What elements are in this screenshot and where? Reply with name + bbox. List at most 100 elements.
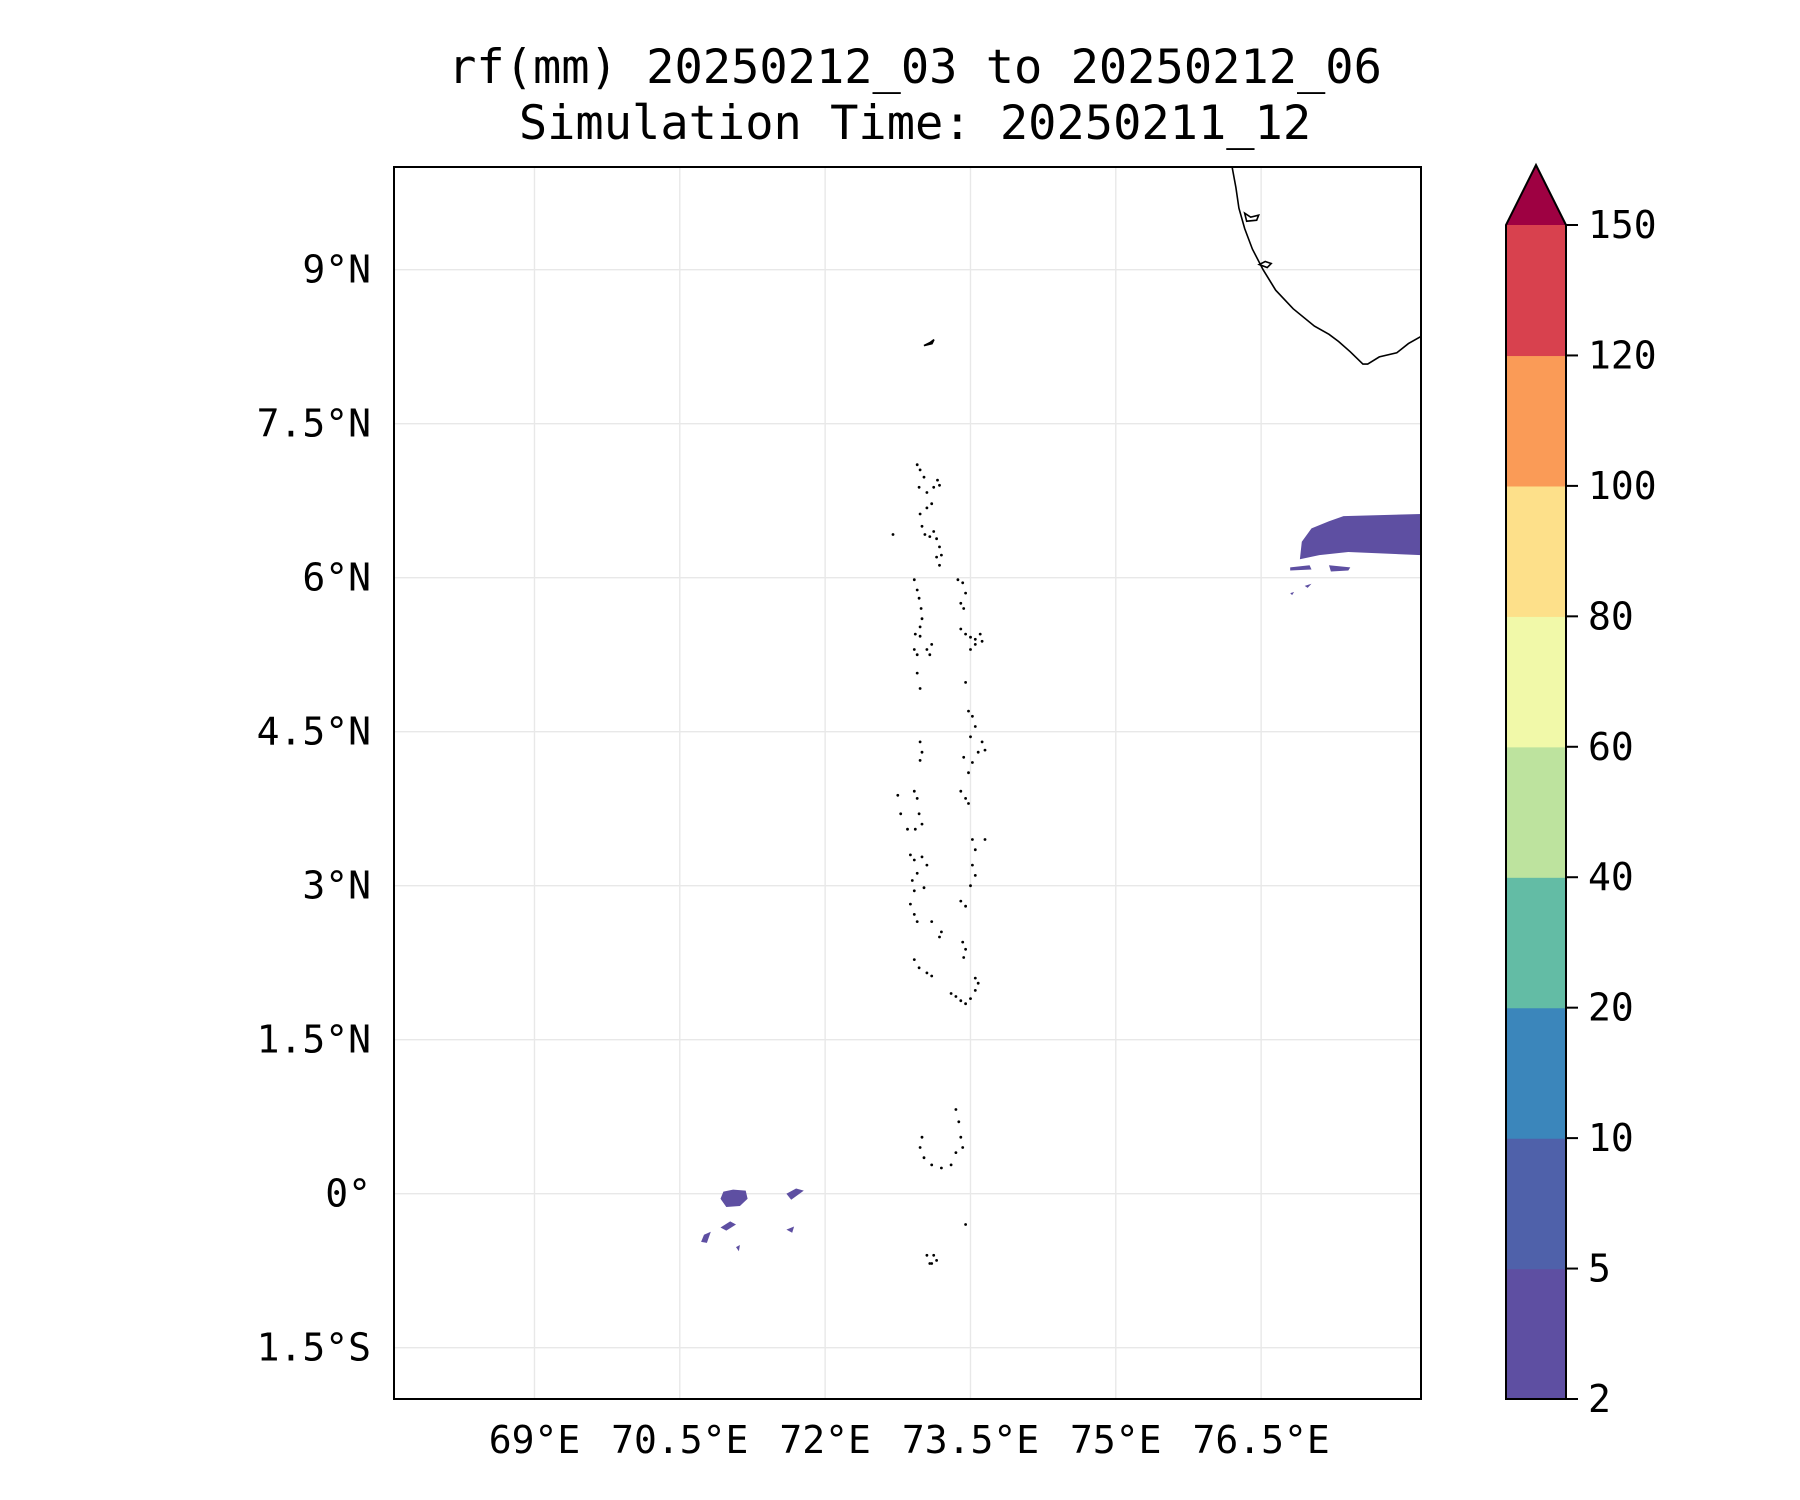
- atoll-dot: [915, 671, 919, 675]
- colorbar-segment: [1506, 616, 1566, 748]
- atoll-dot: [912, 578, 916, 582]
- atoll-dot: [896, 793, 900, 797]
- atoll-dot: [923, 533, 927, 536]
- atoll-dot: [930, 502, 934, 506]
- rain-patch-west: [701, 1231, 711, 1243]
- colorbar-segment: [1506, 225, 1566, 357]
- chart-title-line2: Simulation Time: 20250211_12: [519, 96, 1311, 151]
- rain-patch-west: [720, 1221, 736, 1231]
- maldives-atolls: [891, 463, 987, 1265]
- atoll-dot: [920, 617, 924, 621]
- atoll-dot: [964, 632, 967, 636]
- atoll-dot: [910, 879, 914, 882]
- atoll-dot: [983, 748, 987, 752]
- coast-inlet: [1257, 260, 1273, 269]
- atoll-dot: [971, 761, 974, 764]
- atoll-dot: [973, 976, 977, 980]
- atoll-dot: [922, 475, 926, 479]
- atoll-dot: [918, 740, 922, 744]
- atoll-dot: [899, 812, 903, 816]
- x-axis-ticks: 69°E 70.5°E 72°E 73.5°E 75°E 76.5°E: [489, 1418, 1330, 1462]
- atoll-dot: [932, 530, 936, 533]
- rain-patch-east-strip: [1329, 565, 1351, 572]
- colorbar-segment: [1506, 877, 1566, 1009]
- y-tick-label: 7.5°N: [257, 402, 371, 446]
- atoll-dot: [938, 935, 941, 939]
- atoll-dot: [973, 848, 977, 852]
- x-tick-label: 76.5°E: [1192, 1418, 1329, 1462]
- colorbar-segment: [1506, 355, 1566, 487]
- atoll-dot: [925, 971, 929, 975]
- atoll-dot: [967, 709, 970, 713]
- atoll-dot: [971, 714, 974, 718]
- atoll-dot: [915, 588, 919, 592]
- graticule: [394, 167, 1421, 1399]
- atoll-dot: [961, 581, 965, 585]
- atoll-dot: [928, 653, 932, 657]
- atoll-dot: [938, 545, 941, 549]
- atoll-dot: [954, 995, 958, 998]
- atoll-dot: [964, 591, 967, 595]
- coast-inlet: [1243, 211, 1260, 223]
- rain-patch-west: [736, 1245, 740, 1252]
- atoll-dot: [969, 997, 972, 1000]
- x-tick-label: 70.5°E: [611, 1418, 748, 1462]
- atoll-dot: [920, 750, 924, 754]
- colorbar-tick-label: 150: [1588, 203, 1657, 247]
- atoll-dot: [973, 725, 977, 728]
- colorbar-extend-max: [1506, 165, 1566, 225]
- x-tick-label: 73.5°E: [902, 1418, 1039, 1462]
- rain-patch-east-fleck: [1290, 592, 1295, 596]
- atoll-dot: [969, 884, 972, 888]
- atoll-dot: [925, 1253, 929, 1257]
- atoll-dot: [940, 553, 943, 557]
- y-tick-label: 0°: [325, 1172, 371, 1216]
- atoll-dot: [918, 759, 922, 762]
- atoll-dot: [913, 632, 917, 636]
- atoll-dot: [917, 812, 921, 816]
- colorbar-segment: [1506, 746, 1566, 878]
- atoll-dot: [932, 1253, 936, 1257]
- atoll-dot: [949, 1163, 953, 1167]
- atoll-dot: [930, 1163, 934, 1167]
- colorbar-outline: [1505, 162, 1567, 1400]
- atoll-dot: [928, 1262, 932, 1265]
- atoll-dot: [961, 940, 965, 944]
- atoll-dot: [915, 871, 919, 875]
- atoll-dot: [919, 607, 923, 610]
- atoll-dot: [918, 625, 922, 629]
- atoll-dot: [973, 874, 977, 877]
- atoll-dot: [954, 1108, 958, 1111]
- atoll-dot: [938, 563, 941, 567]
- x-tick-label: 75°E: [1070, 1418, 1162, 1462]
- atoll-dot: [925, 863, 929, 867]
- atoll-dot: [980, 639, 984, 643]
- atoll-dot: [917, 596, 921, 600]
- atoll-dot: [964, 904, 967, 908]
- atoll-dot: [915, 797, 919, 800]
- rain-patch-east: [1299, 514, 1421, 560]
- atoll-dot: [922, 1156, 926, 1160]
- atoll-dot: [962, 956, 966, 959]
- atoll-dot: [959, 601, 963, 605]
- atoll-dot: [920, 822, 924, 826]
- atoll-dot: [918, 634, 922, 638]
- atoll-dot: [891, 533, 895, 536]
- atoll-dot: [959, 999, 963, 1003]
- atoll-dot: [930, 974, 934, 978]
- atoll-dot: [938, 483, 941, 487]
- atoll-dot: [920, 855, 924, 859]
- chart-title-line1: rf(mm) 20250212_03 to 20250212_06: [448, 40, 1382, 95]
- atoll-dot: [976, 750, 980, 754]
- atoll-dot: [909, 853, 912, 857]
- atoll-dot: [961, 1146, 965, 1149]
- atoll-dot: [925, 491, 929, 494]
- atoll-dot: [940, 930, 943, 934]
- map-panel: 69°E 70.5°E 72°E 73.5°E 75°E 76.5°E 9°N 7.5°N 6…: [257, 166, 1422, 1462]
- atoll-dot: [912, 889, 916, 893]
- atoll-dot: [930, 920, 934, 923]
- colorbar-tick-label: 10: [1588, 1116, 1634, 1160]
- atoll-dot: [917, 485, 921, 489]
- atoll-dot: [983, 838, 987, 841]
- atoll-dot: [906, 827, 909, 831]
